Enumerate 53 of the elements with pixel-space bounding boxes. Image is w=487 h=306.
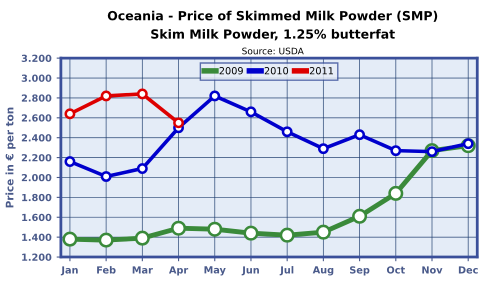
y-tick-label: 1.400 (22, 234, 52, 241)
chart-title: Oceania - Price of Skimmed Milk Powder (SMP) (108, 10, 438, 22)
y-tick-label: 2.200 (22, 154, 52, 162)
y-tick-label: 1.600 (22, 214, 52, 222)
point (388, 186, 404, 201)
x-tick-label: Sep (350, 266, 370, 276)
point (173, 117, 184, 128)
point (136, 163, 148, 174)
x-tick-label: May (204, 266, 226, 276)
point (243, 226, 258, 241)
point (390, 145, 402, 156)
y-tick-label: 1.200 (22, 254, 52, 261)
x-tick-label: Oct (386, 266, 405, 274)
x-tick-label: Apr (168, 266, 188, 276)
y-tick-label: 2.800 (22, 94, 52, 102)
point (100, 90, 112, 102)
legend-label: 2011 (310, 67, 333, 74)
y-tick-label: 2.000 (22, 174, 52, 182)
point (246, 106, 256, 118)
point (318, 143, 329, 154)
x-tick-label: Mar (132, 266, 153, 274)
point (316, 224, 331, 240)
y-axis-title: Price in € per ton (5, 108, 16, 208)
source-note: Source: USDA (242, 48, 304, 54)
y-tick-label: 2.600 (22, 114, 52, 122)
x-tick-label: Nov (422, 266, 442, 274)
point (98, 232, 114, 248)
point (62, 232, 78, 247)
x-tick-label: Aug (312, 266, 334, 276)
y-tick-label: 2.400 (22, 134, 52, 142)
y-tick-label: 1.800 (22, 194, 52, 202)
point (134, 230, 150, 246)
x-tick-label: Jul (280, 266, 294, 276)
x-tick-label: Jun (242, 266, 259, 276)
chart-subtitle: Skim Milk Powder, 1.25% butterfat (151, 29, 395, 40)
legend-label: 2009 (220, 67, 243, 74)
point (136, 88, 148, 100)
point (280, 228, 295, 243)
point (209, 90, 220, 102)
x-tick-label: Feb (97, 266, 116, 274)
point (64, 108, 76, 120)
legend-label: 2010 (264, 67, 288, 74)
point (282, 126, 293, 138)
point (100, 171, 112, 182)
point (352, 208, 368, 224)
point (171, 220, 186, 236)
y-tick-label: 3.000 (22, 74, 52, 82)
point (354, 129, 366, 140)
x-tick-label: Jan (60, 266, 78, 276)
x-tick-label: Dec (458, 266, 478, 274)
point (64, 156, 76, 167)
y-tick-label: 3.200 (22, 54, 52, 62)
point (207, 222, 222, 237)
